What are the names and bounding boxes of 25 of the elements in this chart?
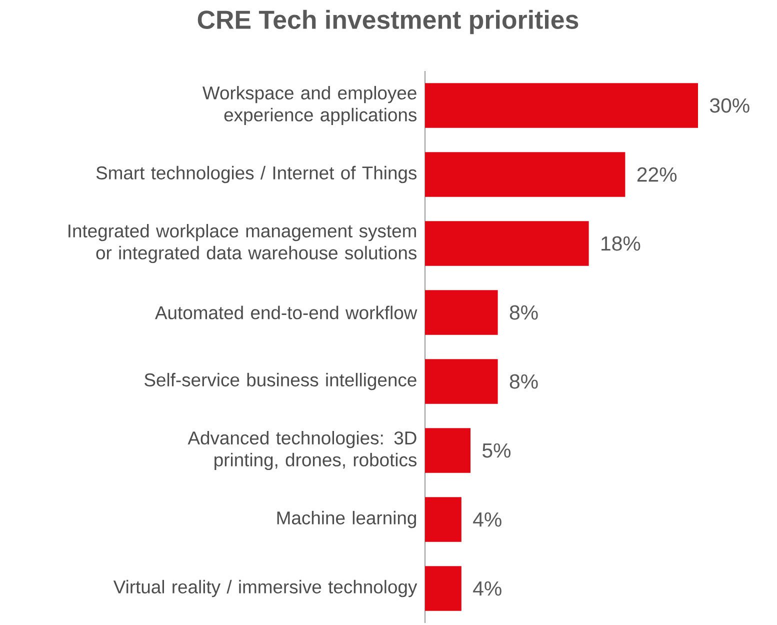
bar: [425, 221, 589, 266]
chart-title: CRE Tech investment priorities: [198, 10, 578, 34]
bar: [425, 359, 498, 404]
data-label: 8%: [510, 374, 538, 389]
y-tick-label: Self-service business intelligence: [144, 372, 416, 390]
data-label: 8%: [510, 305, 538, 320]
data-label: 30%: [710, 98, 750, 113]
y-tick-label: Advanced technologies: 3D printing, drones, robotics: [188, 430, 417, 470]
y-tick-label: Smart technologies / Internet of Things: [96, 166, 417, 184]
bar: [425, 428, 470, 473]
data-label: 4%: [473, 512, 502, 527]
bar: [425, 566, 462, 611]
y-tick-label: Machine learning: [277, 510, 416, 528]
data-label: 4%: [473, 581, 502, 596]
data-label: 5%: [482, 443, 510, 458]
y-tick-label: Workspace and employee experience applications: [202, 86, 417, 126]
bar: [425, 497, 462, 542]
bar: [425, 152, 626, 197]
data-label: 22%: [637, 167, 677, 182]
y-tick-label: Integrated workplace management system or integrated data warehouse solutions: [68, 224, 416, 264]
y-tick-label: Virtual reality / immersive technology: [113, 580, 418, 598]
y-tick-label: Automated end-to-end workflow: [154, 306, 418, 320]
bar: [425, 83, 698, 128]
bar: [425, 290, 498, 335]
data-label: 18%: [602, 236, 640, 251]
